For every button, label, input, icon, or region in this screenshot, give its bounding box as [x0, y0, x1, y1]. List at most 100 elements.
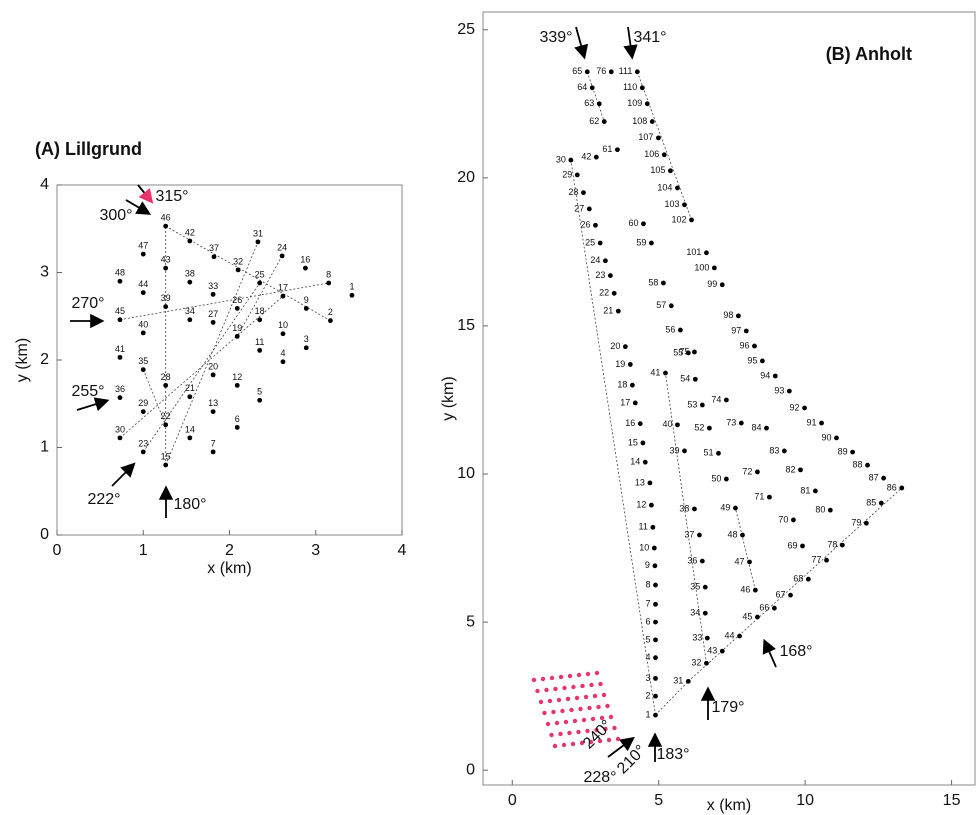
overlay-dot: [563, 719, 569, 725]
direction-label: 180°: [173, 496, 206, 513]
y-tick-label: 1: [40, 439, 49, 456]
turbine-label: 11: [255, 337, 264, 347]
turbine-label: 34: [185, 306, 195, 316]
turbine-label: 29: [138, 398, 148, 408]
turbine: [629, 382, 635, 388]
turbine: [798, 467, 803, 473]
chart-title: (B) Anholt: [826, 44, 912, 64]
turbine: [303, 265, 308, 271]
turbine-label: 39: [669, 445, 679, 455]
direction-label: 315°: [155, 188, 188, 205]
overlay-dot: [549, 732, 554, 738]
turbine: [675, 185, 680, 191]
turbine: [733, 505, 738, 511]
turbine-label: 9: [304, 295, 309, 305]
turbine: [663, 370, 668, 376]
turbine-label: 24: [277, 242, 287, 252]
turbine-label: 94: [760, 370, 770, 380]
turbine: [648, 240, 654, 246]
turbine-label: 74: [711, 394, 721, 404]
overlay-dot: [578, 706, 583, 712]
turbine: [653, 619, 658, 625]
turbine: [611, 290, 617, 296]
direction-label: 339°: [539, 29, 572, 46]
x-tick-label: 1: [139, 542, 148, 559]
turbine: [163, 265, 169, 271]
turbine-label: 59: [636, 237, 646, 247]
turbine-label: 6: [645, 616, 650, 626]
plot-frame: [56, 184, 403, 536]
turbine-label: 8: [645, 579, 650, 589]
overlay-dot: [585, 728, 590, 734]
turbine: [637, 421, 643, 427]
turbine-label: 43: [707, 646, 717, 656]
turbine: [653, 582, 658, 588]
turbine: [719, 648, 725, 654]
turbine: [692, 349, 697, 355]
turbine-label: 40: [662, 419, 672, 429]
turbine: [786, 388, 792, 394]
overlay-dot: [560, 708, 565, 714]
turbine-label: 84: [751, 422, 761, 432]
turbine: [615, 147, 620, 153]
turbine: [257, 397, 263, 403]
turbine: [723, 476, 729, 482]
turbine-label: 90: [821, 432, 831, 442]
turbine-label: 15: [628, 437, 638, 447]
overlay-dot: [556, 697, 562, 703]
x-tick-label: 5: [654, 792, 663, 809]
overlay-dot: [605, 703, 610, 709]
turbine: [596, 101, 602, 107]
turbine-label: 51: [703, 448, 713, 458]
turbine: [608, 69, 614, 75]
overlay-dot: [561, 742, 567, 748]
y-tick-label: 0: [466, 761, 475, 778]
turbine: [881, 475, 887, 481]
turbine-label: 8: [326, 269, 331, 279]
turbine-label: 10: [639, 542, 649, 552]
turbine: [163, 462, 169, 468]
turbine-label: 19: [232, 323, 242, 333]
turbine-label: 62: [589, 116, 599, 126]
y-tick-label: 2: [40, 351, 49, 368]
turbine-label: 79: [851, 518, 861, 528]
turbine-label: 46: [740, 584, 750, 594]
turbine-label: 103: [664, 199, 679, 209]
turbine-label: 42: [581, 151, 591, 161]
turbine: [819, 420, 824, 426]
turbine-label: 4: [280, 348, 285, 358]
guide-line: [636, 71, 692, 221]
turbine-label: 29: [562, 169, 572, 179]
turbine-label: 66: [759, 603, 769, 613]
turbine: [759, 358, 765, 364]
guide-line: [735, 507, 756, 591]
turbine: [653, 712, 658, 718]
turbine: [788, 592, 793, 598]
overlay-dot: [580, 683, 585, 689]
turbine-label: 40: [138, 319, 148, 329]
turbine: [755, 614, 760, 620]
direction-label: 228°: [583, 769, 616, 786]
turbine-label: 32: [233, 256, 243, 266]
overlay-dot: [606, 737, 612, 743]
turbine: [234, 424, 240, 430]
turbine: [802, 405, 807, 411]
turbine: [187, 279, 193, 285]
turbine: [653, 601, 658, 607]
overlay-dot: [589, 682, 594, 688]
turbine: [653, 637, 658, 643]
y-tick-label: 5: [466, 613, 475, 630]
turbine-label: 36: [115, 384, 125, 394]
turbine: [827, 507, 833, 513]
turbine-label: 82: [785, 464, 795, 474]
turbine: [279, 253, 285, 259]
x-axis-label: x (km): [707, 797, 751, 814]
overlay-dot: [567, 730, 572, 736]
turbine: [326, 280, 332, 286]
turbine-label: 53: [687, 399, 697, 409]
guide-line: [142, 369, 167, 425]
x-tick-label: 0: [508, 792, 517, 809]
overlay-dot: [545, 721, 551, 727]
